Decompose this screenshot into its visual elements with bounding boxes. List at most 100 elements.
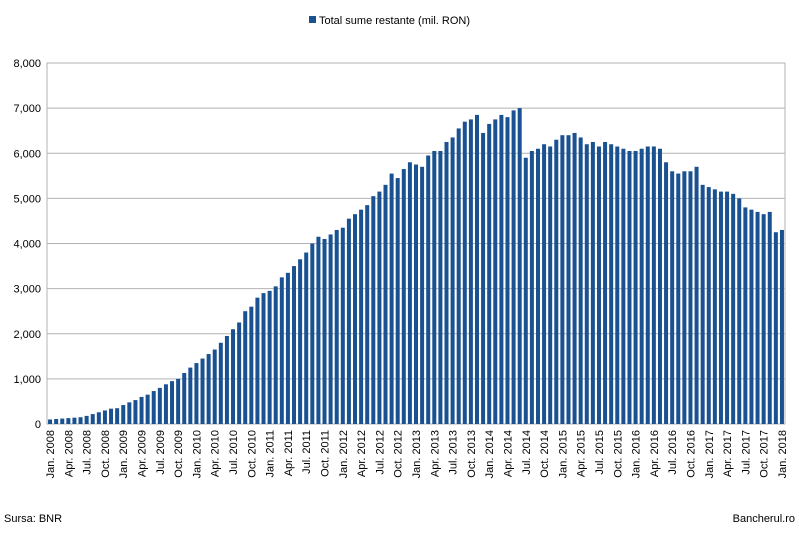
bar (60, 418, 65, 424)
bar (450, 137, 455, 425)
bar (566, 135, 571, 424)
bar (761, 214, 766, 424)
bar (657, 148, 662, 425)
x-tick-label: Jul. 2012 (374, 430, 386, 475)
bar (237, 322, 242, 424)
x-tick-label: Jul. 2015 (594, 430, 606, 475)
bar (779, 229, 784, 424)
x-tick-label: Jan. 2011 (265, 430, 277, 478)
bar (66, 418, 71, 424)
x-tick-label: Apr. 2008 (63, 430, 75, 477)
x-tick-label: Apr. 2016 (649, 430, 661, 477)
bar (633, 150, 638, 424)
y-tick-label: 7,000 (13, 103, 41, 115)
source: Sursa: BNR (4, 513, 62, 525)
x-tick-label: Jan. 2008 (45, 430, 57, 478)
bar (511, 110, 516, 424)
bar (328, 234, 333, 424)
bar (468, 119, 473, 424)
bar (292, 266, 297, 424)
bar (584, 144, 589, 424)
bar (102, 410, 107, 424)
bar (401, 169, 406, 424)
bar (371, 196, 376, 424)
x-tick-label: Jul. 2017 (740, 430, 752, 475)
bar (365, 205, 370, 424)
bar (523, 157, 528, 424)
bar (755, 211, 760, 424)
bar (645, 146, 650, 424)
bar (773, 232, 778, 424)
bar (426, 155, 431, 424)
bar (109, 408, 114, 424)
bar (700, 184, 705, 424)
bar (767, 211, 772, 424)
x-tick-label: Oct. 2012 (393, 430, 405, 478)
bar (200, 358, 205, 424)
bar (231, 329, 236, 424)
bar (145, 394, 150, 424)
bar (456, 128, 461, 424)
bar (346, 218, 351, 424)
bar (334, 229, 339, 424)
bar (273, 286, 278, 424)
x-tick-label: Jan. 2012 (338, 430, 350, 478)
bar (261, 293, 266, 424)
x-tick-label: Apr. 2014 (502, 430, 514, 477)
x-tick-label: Jan. 2017 (704, 430, 716, 478)
x-tick-label: Oct. 2010 (246, 430, 258, 478)
y-tick-label: 2,000 (13, 329, 41, 341)
bar (743, 207, 748, 424)
bar (603, 141, 608, 424)
x-tick-label: Apr. 2017 (722, 430, 734, 477)
bar (182, 373, 187, 424)
bar (54, 419, 59, 424)
legend-swatch (309, 16, 316, 23)
x-tick-label: Oct. 2009 (173, 430, 185, 478)
y-tick-label: 1,000 (13, 374, 41, 386)
bar (718, 191, 723, 424)
x-tick-label: Jan. 2016 (631, 430, 643, 478)
bar (395, 178, 400, 424)
bar (670, 171, 675, 424)
x-tick-label: Apr. 2011 (283, 430, 295, 476)
bar (157, 387, 162, 424)
x-tick-label: Jan. 2009 (118, 430, 130, 478)
bar (90, 414, 95, 424)
bar (206, 354, 211, 424)
bar (316, 236, 321, 424)
bar (596, 146, 601, 424)
bar (377, 191, 382, 424)
y-tick-label: 8,000 (13, 58, 41, 70)
x-tick-label: Apr. 2010 (210, 430, 222, 477)
bar (255, 297, 260, 424)
x-tick-label: Jan. 2015 (557, 430, 569, 478)
bar (493, 119, 498, 424)
bar (572, 132, 577, 424)
x-tick-label: Oct. 2008 (100, 430, 112, 478)
x-tick-label: Jan. 2014 (484, 430, 496, 478)
bar (444, 141, 449, 424)
bar (664, 162, 669, 424)
x-tick-label: Jul. 2009 (155, 430, 167, 475)
bar (133, 400, 138, 424)
x-tick-label: Oct. 2016 (685, 430, 697, 478)
bar (188, 367, 193, 424)
x-tick-label: Apr. 2013 (429, 430, 441, 477)
x-tick-label: Apr. 2015 (576, 430, 588, 477)
x-tick-label: Jan. 2013 (411, 430, 423, 478)
bar (267, 290, 272, 424)
bar (548, 146, 553, 424)
bar (78, 417, 83, 424)
bar (121, 405, 126, 424)
x-tick-label: Jul. 2011 (301, 430, 313, 474)
bar (322, 238, 327, 424)
x-tick-label: Apr. 2012 (356, 430, 368, 477)
bar (432, 150, 437, 424)
bar (438, 150, 443, 424)
bar (176, 378, 181, 424)
bar (688, 171, 693, 424)
x-tick-label: Oct. 2017 (759, 430, 771, 478)
bar (218, 342, 223, 424)
bar (578, 137, 583, 425)
